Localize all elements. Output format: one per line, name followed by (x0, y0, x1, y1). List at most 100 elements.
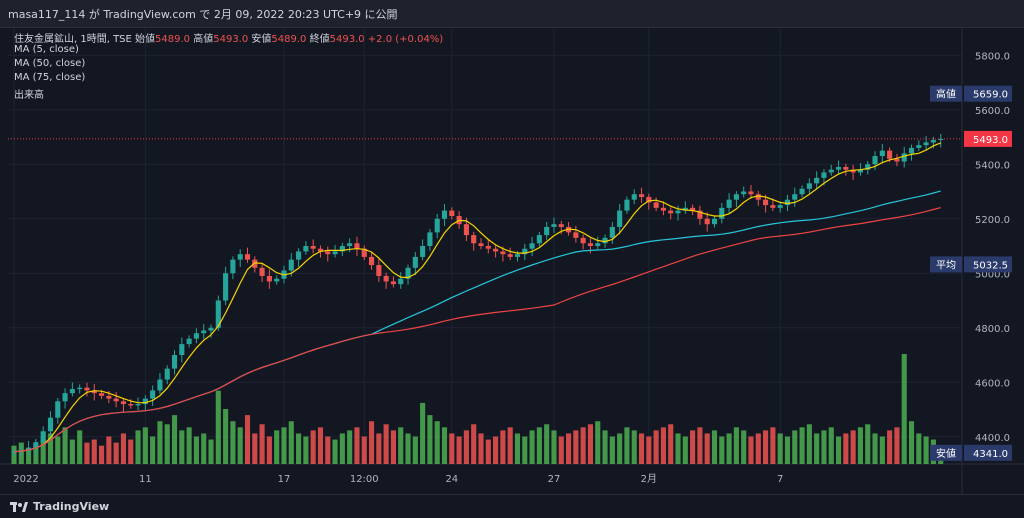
candle-body (252, 259, 258, 268)
volume-bar (441, 427, 448, 464)
volume-bar (69, 439, 75, 464)
candle-body (471, 235, 477, 244)
volume-bar (427, 415, 433, 464)
price-label-name: 高値 (936, 88, 956, 101)
volume-bar (529, 430, 535, 464)
candle-body (420, 246, 426, 257)
price-chart[interactable]: 4400.0 4600.0 4800.0 5000.0 5200.0 5400.0 5600… (0, 28, 1024, 494)
candle-body (120, 401, 127, 405)
volume-bar (857, 427, 863, 464)
y-tick-label: 4600.0 (975, 378, 1010, 389)
price-label-name: 安値 (936, 447, 956, 460)
indicator-volume[interactable]: 出来高 (14, 90, 44, 101)
price-label-box (964, 256, 1012, 273)
volume-bar (879, 436, 885, 464)
candle-body (697, 210, 703, 219)
x-tick-label: 17 (278, 474, 291, 485)
publish-text: masa117_114 が TradingView.com で 2月 09, 2… (8, 8, 398, 21)
candle-body (106, 395, 112, 399)
volume-bar (157, 421, 163, 464)
candle-body (91, 390, 97, 394)
volume-bar (390, 430, 396, 464)
volume-bar (296, 433, 302, 464)
candle-body (186, 338, 192, 345)
y-tick-label: 5800.0 (975, 51, 1010, 62)
x-tick-label: 24 (445, 474, 458, 485)
volume-bar (784, 436, 791, 464)
price-label-value: 4341.0 (973, 449, 1008, 460)
price-label-tag (930, 256, 962, 273)
candle-body (755, 194, 761, 200)
candle-body (930, 139, 936, 143)
candle-body (317, 248, 324, 252)
candle-body (113, 398, 119, 402)
volume-bar (84, 442, 90, 464)
tradingview-logo: TradingView (10, 500, 109, 513)
candle-body (551, 224, 557, 227)
volume-bar (799, 427, 805, 464)
candle-body (646, 196, 652, 203)
candle-body (587, 243, 594, 246)
volume-bar (91, 439, 97, 464)
volume-bar (770, 427, 776, 464)
candle-body (938, 138, 944, 140)
candle-body (719, 207, 725, 219)
volume-bar (777, 433, 783, 464)
indicator-ma50[interactable]: MA (50, close) (14, 58, 86, 69)
candle-body (660, 207, 666, 211)
y-tick-label: 5200.0 (975, 215, 1010, 226)
volume-bar (317, 427, 324, 464)
volume-bar (865, 424, 871, 464)
indicator-ma75[interactable]: MA (75, close) (14, 72, 86, 83)
volume-bar (704, 433, 710, 464)
volume-bar (638, 433, 645, 464)
y-tick-label: 5400.0 (975, 160, 1010, 171)
volume-bar (609, 436, 615, 464)
candle-body (62, 393, 68, 402)
indicator-ma5[interactable]: MA (5, close) (14, 44, 79, 55)
volume-bar (215, 390, 221, 464)
volume-bar (887, 430, 893, 464)
volume-bar (573, 430, 579, 464)
ma5-line (13, 142, 941, 453)
price-label-box (964, 85, 1012, 102)
price-label-tag (930, 444, 962, 461)
candle-body (26, 447, 32, 451)
candle-body (704, 218, 710, 225)
candle-body (485, 246, 491, 249)
candle-body (230, 259, 236, 274)
candle-body (99, 393, 105, 396)
candle-body (193, 333, 199, 339)
candle-body (828, 169, 834, 173)
low-label: 安値 (251, 34, 272, 45)
candle-body (617, 210, 623, 227)
volume-bar (536, 427, 542, 464)
candle-body (690, 207, 696, 211)
y-tick-label: 5600.0 (975, 106, 1010, 117)
volume-bar (244, 415, 251, 464)
volume-bar (653, 430, 659, 464)
high-label: 高値 (193, 34, 214, 45)
candle-body (857, 169, 863, 173)
tradingview-logo-icon (10, 501, 28, 512)
volume-bar (99, 445, 105, 464)
candle-body (908, 147, 915, 154)
volume-bar (806, 424, 812, 464)
price-label-value: 5493.0 (973, 135, 1008, 146)
volume-bar (828, 427, 834, 464)
candle-body (529, 243, 535, 249)
volume-bar (697, 427, 703, 464)
candle-body (514, 254, 521, 257)
volume-bar (398, 427, 404, 464)
volume-bar (763, 430, 769, 464)
volume-bar (332, 439, 338, 464)
low-value: 5489.0 (271, 34, 307, 45)
volume-bar (303, 436, 309, 464)
volume-bar (40, 439, 46, 464)
x-tick-label: 2022 (13, 474, 38, 485)
candle-body (128, 404, 134, 406)
candle-body (237, 254, 243, 260)
candle-body (288, 259, 294, 271)
candle-body (733, 194, 739, 200)
volume-bar (405, 433, 411, 464)
